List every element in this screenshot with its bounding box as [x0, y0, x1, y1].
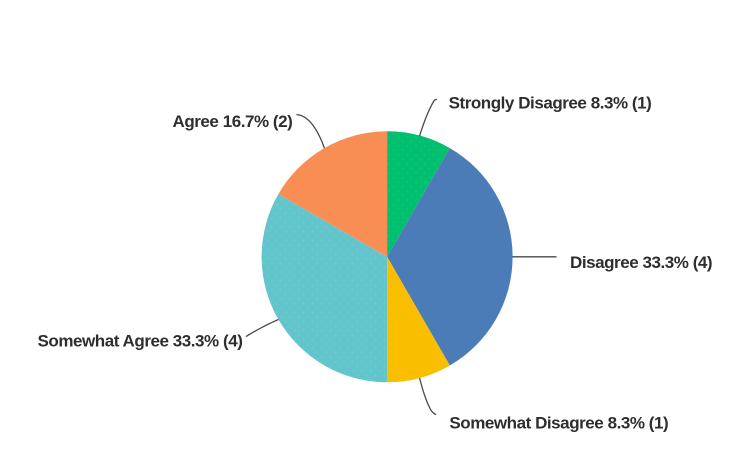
svg-text:Somewhat Agree 33.3% (4): Somewhat Agree 33.3% (4)	[38, 332, 243, 351]
svg-text:Somewhat Disagree 8.3% (1): Somewhat Disagree 8.3% (1)	[449, 413, 668, 432]
svg-text:Strongly Disagree 8.3% (1): Strongly Disagree 8.3% (1)	[449, 94, 652, 113]
svg-text:Disagree 33.3% (4): Disagree 33.3% (4)	[570, 253, 712, 272]
svg-text:Agree 16.7% (2): Agree 16.7% (2)	[173, 112, 293, 131]
